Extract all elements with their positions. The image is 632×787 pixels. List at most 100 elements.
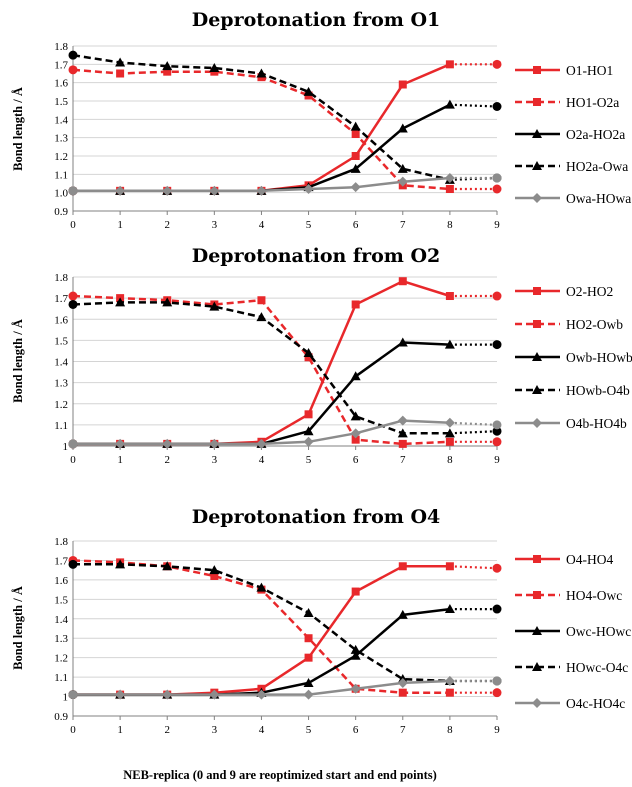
legend-label: O2a-HO2a: [566, 127, 625, 142]
data-point: [444, 99, 455, 109]
x-tick-label: 1: [117, 219, 123, 231]
x-tick-label: 7: [400, 454, 406, 466]
data-point: [351, 152, 360, 160]
data-point: [209, 301, 220, 311]
x-tick-label: 9: [494, 454, 500, 466]
x-tick-label: 8: [447, 724, 453, 736]
x-tick-label: 7: [400, 219, 406, 231]
y-tick-label: 1.5: [54, 594, 68, 606]
series-o2a-ho2a: [68, 99, 502, 196]
data-point: [492, 688, 502, 698]
data-point: [444, 604, 455, 614]
data-point: [350, 411, 361, 421]
data-point: [162, 438, 173, 449]
y-tick-label: 1.4: [54, 357, 68, 369]
series-line: [73, 279, 451, 446]
legend-marker: [532, 193, 542, 203]
y-tick-label: 1.1: [54, 169, 68, 181]
data-point: [492, 420, 502, 430]
y-tick-label: 0.9: [54, 711, 68, 723]
data-point: [115, 57, 126, 67]
y-tick-label: 1.1: [54, 420, 68, 432]
series-line: [73, 103, 451, 193]
data-point: [303, 86, 314, 96]
x-tick-label: 3: [212, 219, 218, 231]
data-point: [445, 437, 454, 446]
legend-item-o4-ho4: O4-HO4: [515, 552, 613, 567]
data-point: [256, 689, 267, 700]
data-point: [303, 436, 314, 447]
legend-label: O2-HO2: [566, 284, 613, 299]
x-tick-label: 6: [353, 219, 359, 231]
data-point: [303, 184, 314, 194]
y-axis-label: Bond length / Å: [11, 586, 25, 670]
data-point: [492, 340, 502, 350]
legend-item-ho2-owb: HO2-Owb: [515, 317, 623, 332]
data-point: [492, 173, 502, 183]
data-point: [398, 688, 407, 697]
data-point: [304, 353, 313, 362]
legend-item-ho4-owc: HO4-Owc: [515, 588, 622, 603]
data-point: [350, 428, 361, 439]
data-point: [397, 163, 408, 173]
series-o1-ho1: [68, 59, 502, 196]
data-point: [68, 299, 78, 309]
legend-label: HO2-Owb: [566, 317, 623, 332]
data-point: [492, 676, 502, 686]
series-howb-o4b: [68, 297, 502, 438]
data-point: [351, 435, 360, 444]
y-tick-label: 1.0: [54, 188, 68, 200]
y-tick-label: 1.8: [54, 272, 68, 284]
data-point: [397, 337, 408, 347]
x-tick-label: 5: [306, 454, 312, 466]
data-point: [256, 582, 267, 592]
data-point: [351, 587, 360, 596]
legend-item-o2-ho2: O2-HO2: [515, 284, 613, 299]
data-point: [444, 676, 455, 686]
data-point: [68, 291, 78, 301]
data-point: [350, 644, 361, 654]
data-point: [115, 185, 126, 196]
data-point: [209, 185, 220, 196]
legend-marker: [533, 66, 541, 74]
legend-marker: [533, 591, 541, 599]
x-tick-label: 9: [494, 724, 500, 736]
data-point: [492, 604, 502, 614]
y-tick-label: 1.7: [54, 293, 68, 305]
series-line: [72, 68, 450, 191]
series-line: [73, 607, 451, 696]
x-tick-label: 0: [70, 219, 76, 231]
x-tick-label: 4: [259, 724, 265, 736]
legend-marker: [533, 98, 541, 106]
legend-label: O4b-HO4b: [566, 416, 627, 431]
legend-item-o4c-ho4c: O4c-HO4c: [515, 696, 625, 711]
data-point: [492, 426, 502, 436]
x-tick-label: 4: [259, 454, 265, 466]
x-tick-label: 1: [117, 454, 123, 466]
data-point: [304, 653, 313, 662]
series-owb-howb: [68, 337, 502, 449]
data-point: [68, 186, 78, 196]
series-o4c-ho4c: [68, 676, 502, 700]
series-extension: [449, 103, 498, 108]
y-tick-label: 1.4: [54, 614, 68, 626]
series-o4b-ho4b: [68, 415, 502, 449]
data-point: [257, 296, 266, 305]
chart-panel-o4: Deprotonation from O4 0.9 1 1.1 1.2 1.3 1.4 1.5…: [11, 506, 631, 736]
x-tick-label: 3: [212, 454, 218, 466]
x-tick-label: 8: [447, 219, 453, 231]
data-point: [68, 65, 78, 75]
x-tick-label: 0: [70, 454, 76, 466]
series-o4-ho4: [68, 562, 502, 700]
y-tick-label: 1.6: [54, 78, 68, 90]
data-point: [209, 438, 220, 449]
chart-title: Deprotonation from O1: [192, 9, 441, 31]
x-tick-label: 2: [164, 724, 170, 736]
data-point: [68, 439, 78, 449]
data-point: [209, 565, 220, 575]
legend-label: Owb-HOwb: [566, 350, 632, 365]
series-line: [72, 301, 450, 435]
data-point: [397, 428, 408, 438]
legend-marker: [533, 320, 541, 328]
